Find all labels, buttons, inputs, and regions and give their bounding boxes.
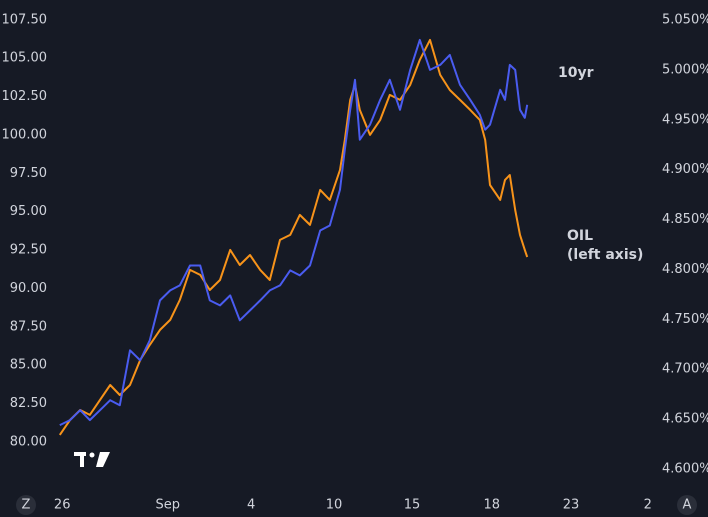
- series-line: [58, 38, 529, 436]
- series-label: 10yr: [558, 65, 594, 81]
- x-tick-label: 26: [54, 498, 71, 513]
- x-tick-label: 18: [484, 498, 501, 513]
- y2-tick-label: 4.850%: [662, 212, 708, 227]
- y-tick-label: 80.00: [10, 434, 47, 449]
- y-tick-label: 102.50: [2, 89, 48, 104]
- y-tick-label: 85.00: [10, 358, 47, 373]
- y-tick-label: 105.00: [2, 51, 48, 66]
- y2-tick-label: 5.000%: [662, 62, 708, 77]
- tv-logo: [74, 452, 110, 467]
- control-button[interactable]: [677, 495, 697, 515]
- x-tick-label: Sep: [156, 498, 181, 513]
- y2-tick-label: 4.700%: [662, 362, 708, 377]
- control-label[interactable]: Z: [22, 498, 31, 513]
- y-tick-label: 100.00: [2, 127, 48, 142]
- y-tick-label: 95.00: [10, 204, 47, 219]
- y2-tick-label: 4.750%: [662, 312, 708, 327]
- y-tick-label: 92.50: [10, 243, 47, 258]
- y2-tick-label: 5.050%: [662, 12, 708, 27]
- y-tick-label: 107.50: [2, 12, 48, 27]
- x-tick-label: 4: [247, 498, 255, 513]
- x-tick-label: 10: [326, 498, 343, 513]
- series-line: [59, 38, 529, 426]
- series-note: (left axis): [567, 247, 643, 263]
- x-tick-label: 15: [404, 498, 421, 513]
- y-tick-label: 90.00: [10, 281, 47, 296]
- control-button[interactable]: [16, 495, 36, 515]
- y2-tick-label: 4.950%: [662, 112, 708, 127]
- x-tick-label: 23: [563, 498, 580, 513]
- series-label: OIL: [567, 228, 593, 244]
- control-label[interactable]: A: [683, 498, 692, 513]
- y2-tick-label: 4.600%: [662, 462, 708, 477]
- y-tick-label: 97.50: [10, 166, 47, 181]
- y-tick-label: 82.50: [10, 396, 47, 411]
- y2-tick-label: 4.650%: [662, 412, 708, 427]
- y2-tick-label: 4.800%: [662, 262, 708, 277]
- y2-tick-label: 4.900%: [662, 162, 708, 177]
- y-tick-label: 87.50: [10, 319, 47, 334]
- x-tick-label: 2: [644, 498, 652, 513]
